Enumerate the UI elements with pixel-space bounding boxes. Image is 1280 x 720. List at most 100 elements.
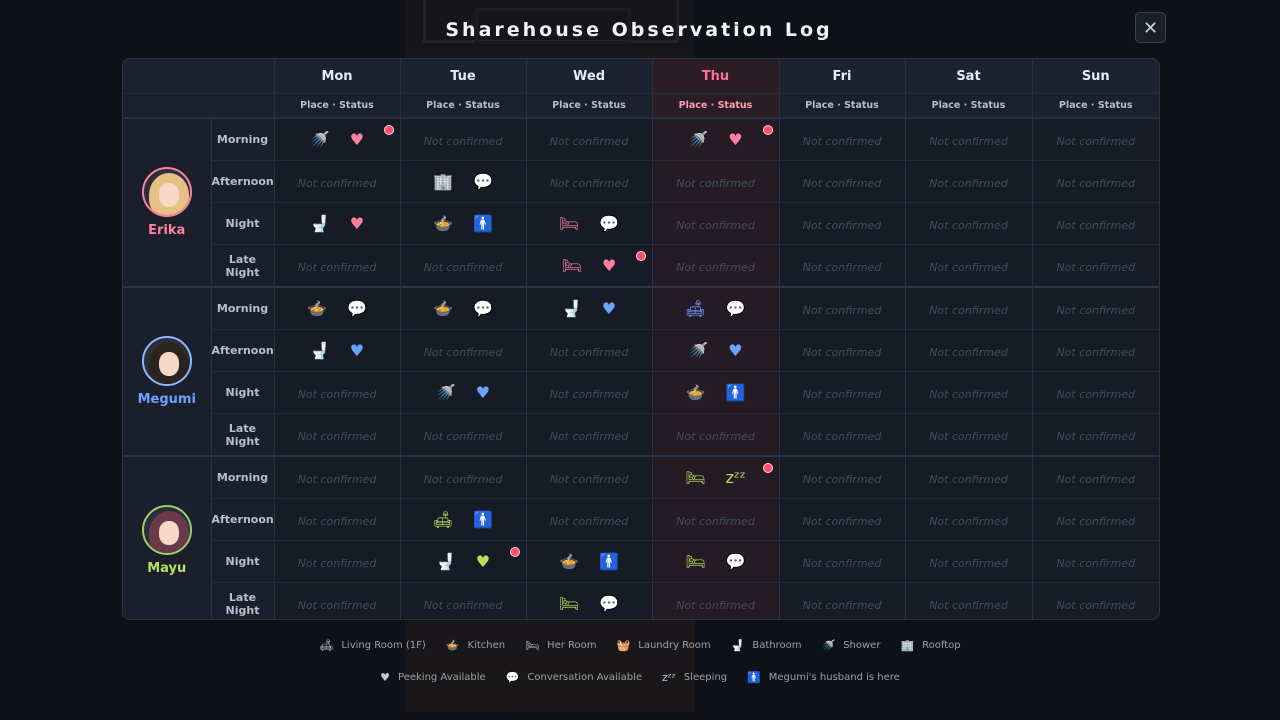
schedule-cell[interactable]: Not confirmed (779, 287, 906, 330)
schedule-cell[interactable]: Not confirmed (1032, 498, 1159, 541)
schedule-cell[interactable]: 🍲 🚹 (526, 540, 653, 583)
schedule-cell[interactable]: Not confirmed (905, 371, 1033, 414)
schedule-cell[interactable]: Not confirmed (652, 498, 780, 541)
schedule-cell[interactable]: Not confirmed (400, 413, 527, 457)
schedule-cell[interactable]: 🚿 ♥ (652, 329, 780, 372)
kitchen-pot-icon: 🍲 (433, 213, 453, 233)
close-button[interactable]: ✕ (1135, 12, 1166, 43)
schedule-cell[interactable]: Not confirmed (779, 160, 906, 203)
schedule-cell[interactable]: Not confirmed (779, 244, 906, 288)
schedule-cell[interactable]: 🍲 🚹 (400, 202, 527, 245)
schedule-cell[interactable]: 🚽 ♥ (274, 329, 401, 372)
schedule-cell[interactable]: Not confirmed (274, 498, 401, 541)
schedule-cell[interactable]: 🛋 🚹 (400, 498, 527, 541)
schedule-cell[interactable]: Not confirmed (905, 244, 1033, 288)
character-cell-erika[interactable]: Erika (123, 118, 212, 288)
table-row: Erika Morning 🚿 ♥ Not confirmed Not confirmed… (123, 118, 1159, 288)
schedule-cell[interactable]: Not confirmed (779, 118, 906, 161)
schedule-cell[interactable]: Not confirmed (1032, 540, 1159, 583)
schedule-cell[interactable]: Not confirmed (400, 456, 527, 499)
not-confirmed-text: Not confirmed (297, 473, 377, 486)
schedule-cell[interactable]: Not confirmed (652, 413, 780, 457)
character-cell-megumi[interactable]: Megumi (123, 287, 212, 457)
schedule-cell[interactable]: Not confirmed (274, 371, 401, 414)
schedule-cell[interactable]: 🛏 zᶻᶻ (652, 456, 780, 499)
schedule-cell[interactable]: Not confirmed (526, 160, 653, 203)
schedule-cell[interactable]: 🚽 ♥ (400, 540, 527, 583)
schedule-cell[interactable]: Not confirmed (1032, 160, 1159, 203)
schedule-cell[interactable]: Not confirmed (779, 582, 906, 619)
heart-icon: ♥ (728, 340, 743, 360)
schedule-cell[interactable]: Not confirmed (905, 456, 1033, 499)
schedule-cell[interactable]: Not confirmed (526, 329, 653, 372)
schedule-cell[interactable]: Not confirmed (526, 456, 653, 499)
schedule-cell[interactable]: Not confirmed (1032, 456, 1159, 499)
character-cell-mayu[interactable]: Mayu (123, 456, 212, 619)
day-subheader: Place · Status (526, 93, 653, 119)
schedule-cell[interactable]: Not confirmed (274, 244, 401, 288)
table-row: Night Not confirmed 🚽 ♥ 🍲 🚹 🛏 💬 Not confirmed Not… (123, 540, 1159, 583)
schedule-cell[interactable]: Not confirmed (274, 160, 401, 203)
schedule-cell[interactable]: 🛏 💬 (526, 202, 653, 245)
schedule-cell[interactable]: Not confirmed (779, 329, 906, 372)
day-subheader: Place · Status (400, 93, 527, 119)
schedule-cell[interactable]: Not confirmed (905, 160, 1033, 203)
schedule-cell[interactable]: Not confirmed (274, 540, 401, 583)
schedule-cell[interactable]: Not confirmed (652, 582, 780, 619)
schedule-cell[interactable]: Not confirmed (779, 413, 906, 457)
schedule-cell[interactable]: Not confirmed (779, 540, 906, 583)
schedule-cell[interactable]: Not confirmed (274, 456, 401, 499)
schedule-cell[interactable]: Not confirmed (779, 371, 906, 414)
not-confirmed-text: Not confirmed (1056, 557, 1136, 570)
schedule-cell[interactable]: Not confirmed (400, 329, 527, 372)
schedule-cell[interactable]: Not confirmed (1032, 329, 1159, 372)
schedule-cell[interactable]: Not confirmed (1032, 118, 1159, 161)
schedule-cell[interactable]: Not confirmed (1032, 413, 1159, 457)
schedule-cell[interactable]: Not confirmed (905, 540, 1033, 583)
schedule-cell[interactable]: Not confirmed (905, 582, 1033, 619)
schedule-cell[interactable]: Not confirmed (905, 413, 1033, 457)
schedule-cell[interactable]: Not confirmed (905, 329, 1033, 372)
not-confirmed-text: Not confirmed (802, 515, 882, 528)
schedule-cell[interactable]: Not confirmed (779, 456, 906, 499)
schedule-cell[interactable]: Not confirmed (652, 160, 780, 203)
not-confirmed-text: Not confirmed (1056, 304, 1136, 317)
schedule-cell[interactable]: 🛏 💬 (526, 582, 653, 619)
schedule-cell[interactable]: 🚿 ♥ (400, 371, 527, 414)
schedule-cell[interactable]: 🛋 💬 (652, 287, 780, 330)
schedule-cell[interactable]: Not confirmed (1032, 287, 1159, 330)
schedule-cell[interactable]: Not confirmed (1032, 244, 1159, 288)
schedule-cell[interactable]: 🚿 ♥ (274, 118, 401, 161)
schedule-cell[interactable]: Not confirmed (526, 118, 653, 161)
schedule-cell[interactable]: Not confirmed (274, 582, 401, 619)
schedule-cell[interactable]: Not confirmed (905, 498, 1033, 541)
schedule-cell[interactable]: Not confirmed (652, 244, 780, 288)
schedule-cell[interactable]: Not confirmed (274, 413, 401, 457)
schedule-cell[interactable]: Not confirmed (1032, 582, 1159, 619)
schedule-cell[interactable]: 🛏 ♥ (526, 244, 653, 288)
schedule-cell[interactable]: 🍲 💬 (274, 287, 401, 330)
schedule-cell[interactable]: 🛏 💬 (652, 540, 780, 583)
heart-icon: ♥ (475, 551, 491, 571)
schedule-cell[interactable]: Not confirmed (400, 118, 527, 161)
schedule-cell[interactable]: 🚽 ♥ (274, 202, 401, 245)
schedule-cell[interactable]: Not confirmed (1032, 202, 1159, 245)
schedule-cell[interactable]: Not confirmed (652, 202, 780, 245)
schedule-cell[interactable]: Not confirmed (526, 413, 653, 457)
kitchen-pot-icon: 🍲 (433, 298, 453, 318)
schedule-cell[interactable]: Not confirmed (526, 498, 653, 541)
schedule-cell[interactable]: Not confirmed (400, 582, 527, 619)
schedule-cell[interactable]: Not confirmed (1032, 371, 1159, 414)
schedule-cell[interactable]: Not confirmed (779, 202, 906, 245)
schedule-cell[interactable]: 🍲 🚹 (652, 371, 780, 414)
schedule-cell[interactable]: 🚿 ♥ (652, 118, 780, 161)
schedule-cell[interactable]: 🏢 💬 (400, 160, 527, 203)
schedule-cell[interactable]: Not confirmed (905, 287, 1033, 330)
schedule-cell[interactable]: Not confirmed (526, 371, 653, 414)
schedule-cell[interactable]: 🍲 💬 (400, 287, 527, 330)
schedule-cell[interactable]: Not confirmed (905, 118, 1033, 161)
schedule-cell[interactable]: 🚽 ♥ (526, 287, 653, 330)
schedule-cell[interactable]: Not confirmed (905, 202, 1033, 245)
schedule-cell[interactable]: Not confirmed (779, 498, 906, 541)
schedule-cell[interactable]: Not confirmed (400, 244, 527, 288)
